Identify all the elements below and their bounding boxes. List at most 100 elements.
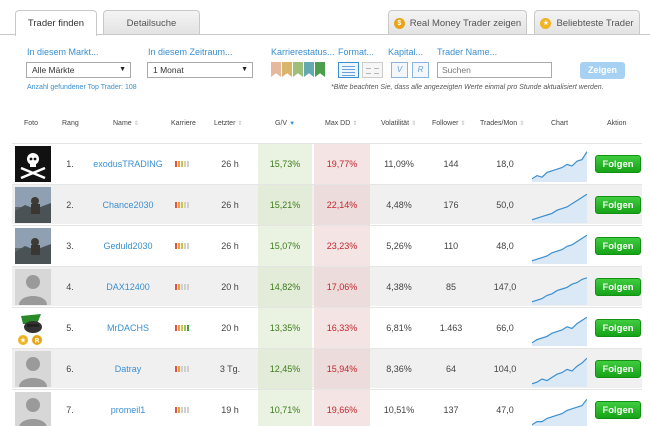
career-segment bbox=[184, 284, 186, 290]
dropdown-arrow-icon: ▼ bbox=[119, 66, 126, 73]
trader-photo[interactable] bbox=[15, 392, 51, 426]
trader-name-link[interactable]: promeil1 bbox=[110, 405, 146, 415]
dollar-icon: $ bbox=[393, 17, 405, 29]
trader-search-input[interactable]: Suchen bbox=[437, 62, 552, 78]
performance-sparkline[interactable] bbox=[532, 187, 587, 223]
performance-sparkline[interactable] bbox=[532, 392, 587, 426]
follow-button[interactable]: Folgen bbox=[595, 401, 641, 419]
trader-photo[interactable] bbox=[15, 269, 51, 305]
sort-icon: ⇕ bbox=[411, 121, 417, 127]
follower-cell: 85 bbox=[445, 282, 456, 292]
trader-name-link[interactable]: exodusTRADING bbox=[93, 159, 163, 169]
follow-button[interactable]: Folgen bbox=[595, 278, 641, 296]
ribbon-icon[interactable] bbox=[282, 62, 292, 77]
rank-cell: 3. bbox=[66, 241, 74, 251]
trader-name-link[interactable]: Geduld2030 bbox=[103, 241, 153, 251]
sort-icon: ⇕ bbox=[237, 121, 243, 127]
career-segment bbox=[187, 202, 189, 208]
follow-button[interactable]: Folgen bbox=[595, 196, 641, 214]
career-segment bbox=[187, 366, 189, 372]
capital-virtual-button[interactable]: V bbox=[391, 62, 408, 78]
last-trade-cell: 26 h bbox=[221, 241, 239, 251]
dropdown-arrow-icon: ▼ bbox=[241, 66, 248, 73]
trader-photo[interactable] bbox=[15, 228, 51, 264]
table-row: ★ R 5. MrDACHS 20 h 13,35% 16,33% 6,81% 1… bbox=[12, 307, 642, 348]
header-name[interactable]: Name ⇕ bbox=[113, 120, 139, 127]
last-trade-cell: 26 h bbox=[221, 159, 239, 169]
ribbon-icon[interactable] bbox=[293, 62, 303, 77]
performance-sparkline[interactable] bbox=[532, 269, 587, 305]
sort-icon: ⇕ bbox=[519, 121, 525, 127]
career-segment bbox=[187, 325, 189, 331]
career-segment bbox=[187, 243, 189, 249]
ribbon-icon[interactable] bbox=[304, 62, 314, 77]
trades-cell: 147,0 bbox=[493, 282, 517, 292]
trader-photo[interactable] bbox=[15, 187, 51, 223]
follow-button[interactable]: Folgen bbox=[595, 360, 641, 378]
career-segment bbox=[187, 284, 189, 290]
capital-label: Kapital... bbox=[388, 47, 424, 57]
volatility-cell: 4,48% bbox=[386, 200, 412, 210]
ribbon-icon[interactable] bbox=[315, 62, 325, 77]
gv-cell: 10,71% bbox=[258, 390, 312, 426]
trader-name-link[interactable]: DAX12400 bbox=[106, 282, 150, 292]
performance-sparkline[interactable] bbox=[532, 310, 587, 346]
gv-cell: 15,07% bbox=[258, 226, 312, 266]
volatility-cell: 6,81% bbox=[386, 323, 412, 333]
show-button[interactable]: Zeigen bbox=[580, 62, 625, 79]
career-segment bbox=[184, 325, 186, 331]
performance-sparkline[interactable] bbox=[532, 146, 587, 182]
follow-button[interactable]: Folgen bbox=[595, 155, 641, 173]
career-segment bbox=[181, 366, 183, 372]
ribbon-icon[interactable] bbox=[271, 62, 281, 77]
header-maxdd[interactable]: Max DD ⇕ bbox=[325, 120, 358, 127]
career-segment bbox=[178, 202, 180, 208]
follower-cell: 110 bbox=[443, 241, 459, 251]
trader-name-link[interactable]: MrDACHS bbox=[107, 323, 149, 333]
found-count: Anzahl gefundener Top Trader: 108 bbox=[27, 84, 137, 91]
update-note: *Bitte beachten Sie, dass alle angezeigt… bbox=[331, 84, 604, 91]
follow-button[interactable]: Folgen bbox=[595, 237, 641, 255]
career-status bbox=[175, 284, 189, 290]
trader-photo[interactable] bbox=[15, 351, 51, 387]
header-gv[interactable]: G/V ▼ bbox=[275, 120, 296, 127]
table-row: 7. promeil1 19 h 10,71% 19,66% 10,51% 13… bbox=[12, 389, 642, 426]
capital-real-button[interactable]: R bbox=[412, 62, 429, 78]
follower-cell: 1.463 bbox=[439, 323, 463, 333]
header-photo: Foto bbox=[24, 120, 39, 127]
trades-cell: 50,0 bbox=[496, 200, 514, 210]
career-segment bbox=[178, 243, 180, 249]
market-select[interactable]: Alle Märkte ▼ bbox=[26, 62, 131, 78]
tab-detail-search[interactable]: Detailsuche bbox=[103, 10, 200, 35]
trader-name-link[interactable]: Datray bbox=[114, 364, 142, 374]
tab-most-popular[interactable]: ★ Beliebteste Trader bbox=[534, 10, 640, 35]
performance-sparkline[interactable] bbox=[532, 228, 587, 264]
rank-cell: 4. bbox=[66, 282, 74, 292]
tab-find-trader[interactable]: Trader finden bbox=[15, 10, 97, 36]
header-volatility[interactable]: Volatilität ⇕ bbox=[381, 120, 417, 127]
header-follower[interactable]: Follower ⇕ bbox=[432, 120, 466, 127]
period-select-value: 1 Monat bbox=[153, 65, 184, 75]
trader-photo[interactable] bbox=[15, 146, 51, 182]
career-segment bbox=[178, 325, 180, 331]
career-segment bbox=[184, 202, 186, 208]
career-segment bbox=[178, 407, 180, 413]
star-icon: ★ bbox=[540, 17, 552, 29]
trades-cell: 66,0 bbox=[496, 323, 514, 333]
career-segment bbox=[181, 407, 183, 413]
career-segment bbox=[175, 325, 177, 331]
header-trades[interactable]: Trades/Mon ⇕ bbox=[480, 120, 525, 127]
header-last[interactable]: Letzter ⇕ bbox=[214, 120, 243, 127]
performance-sparkline[interactable] bbox=[532, 351, 587, 387]
period-select[interactable]: 1 Monat ▼ bbox=[147, 62, 253, 78]
career-segment bbox=[181, 325, 183, 331]
follow-button[interactable]: Folgen bbox=[595, 319, 641, 337]
trader-photo[interactable]: ★ R bbox=[15, 310, 51, 346]
sort-icon: ⇕ bbox=[460, 121, 466, 127]
tab-real-money[interactable]: $ Real Money Trader zeigen bbox=[388, 10, 527, 35]
format-label: Format... bbox=[338, 47, 375, 57]
career-segment bbox=[181, 202, 183, 208]
list-format-button[interactable] bbox=[338, 62, 359, 78]
trader-name-link[interactable]: Chance2030 bbox=[102, 200, 154, 210]
grid-format-button[interactable] bbox=[362, 62, 383, 78]
